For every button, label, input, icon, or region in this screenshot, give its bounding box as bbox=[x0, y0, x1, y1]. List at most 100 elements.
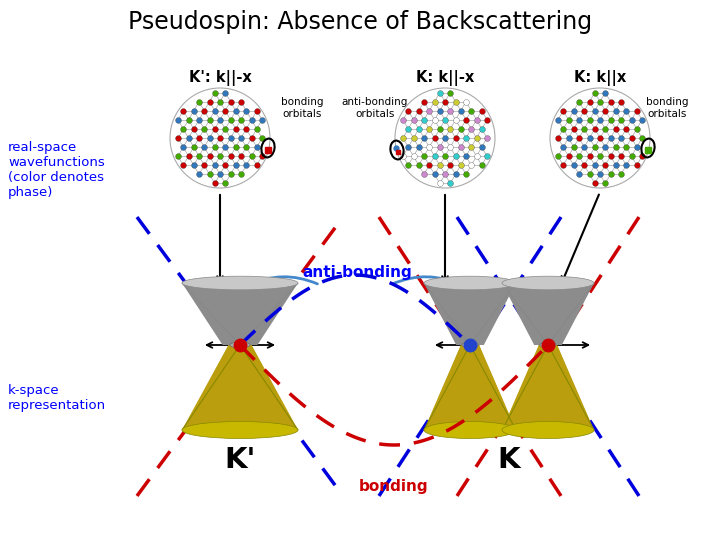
Circle shape bbox=[395, 88, 495, 188]
Polygon shape bbox=[507, 345, 590, 422]
Polygon shape bbox=[541, 336, 555, 345]
Polygon shape bbox=[431, 292, 509, 345]
Polygon shape bbox=[424, 283, 516, 345]
Text: bonding
orbitals: bonding orbitals bbox=[281, 97, 323, 119]
Polygon shape bbox=[468, 345, 472, 349]
Text: K': k||-x: K': k||-x bbox=[189, 70, 251, 86]
Polygon shape bbox=[214, 345, 266, 383]
Polygon shape bbox=[433, 295, 507, 345]
Polygon shape bbox=[237, 345, 243, 349]
Polygon shape bbox=[523, 345, 573, 392]
Polygon shape bbox=[530, 345, 567, 379]
Ellipse shape bbox=[502, 422, 594, 438]
Polygon shape bbox=[228, 333, 251, 345]
Polygon shape bbox=[516, 302, 580, 345]
Polygon shape bbox=[191, 292, 289, 345]
Polygon shape bbox=[509, 345, 587, 417]
Polygon shape bbox=[225, 329, 254, 345]
Polygon shape bbox=[185, 345, 295, 426]
Polygon shape bbox=[509, 292, 587, 345]
Polygon shape bbox=[536, 345, 559, 366]
Polygon shape bbox=[451, 345, 488, 379]
Polygon shape bbox=[530, 320, 567, 345]
Polygon shape bbox=[546, 345, 550, 349]
Polygon shape bbox=[188, 289, 292, 345]
Polygon shape bbox=[220, 345, 261, 375]
Polygon shape bbox=[211, 314, 269, 345]
Polygon shape bbox=[205, 308, 275, 345]
Polygon shape bbox=[197, 345, 284, 409]
Text: anti-bonding
orbitals: anti-bonding orbitals bbox=[342, 97, 408, 119]
Polygon shape bbox=[433, 345, 507, 413]
Polygon shape bbox=[217, 345, 264, 379]
Polygon shape bbox=[451, 320, 488, 345]
Polygon shape bbox=[445, 345, 495, 392]
Ellipse shape bbox=[462, 342, 478, 348]
Polygon shape bbox=[502, 283, 594, 345]
Polygon shape bbox=[220, 323, 261, 345]
Polygon shape bbox=[465, 339, 474, 345]
Polygon shape bbox=[461, 333, 480, 345]
Ellipse shape bbox=[502, 276, 594, 290]
Polygon shape bbox=[197, 299, 284, 345]
Text: K: K bbox=[498, 446, 521, 474]
Polygon shape bbox=[231, 345, 248, 357]
Polygon shape bbox=[202, 345, 278, 400]
Polygon shape bbox=[447, 314, 493, 345]
Circle shape bbox=[550, 88, 650, 188]
Polygon shape bbox=[185, 286, 295, 345]
Ellipse shape bbox=[424, 422, 516, 438]
Polygon shape bbox=[518, 345, 578, 400]
Polygon shape bbox=[211, 345, 269, 388]
Polygon shape bbox=[532, 345, 564, 375]
Polygon shape bbox=[534, 326, 562, 345]
Polygon shape bbox=[511, 295, 585, 345]
Polygon shape bbox=[199, 302, 281, 345]
Polygon shape bbox=[507, 289, 590, 345]
Polygon shape bbox=[454, 323, 486, 345]
Polygon shape bbox=[534, 345, 562, 370]
Text: K: k||x: K: k||x bbox=[574, 70, 626, 86]
Polygon shape bbox=[518, 305, 578, 345]
Polygon shape bbox=[222, 326, 258, 345]
Polygon shape bbox=[208, 345, 272, 392]
Text: bonding
orbitals: bonding orbitals bbox=[646, 97, 688, 119]
Polygon shape bbox=[428, 289, 511, 345]
Polygon shape bbox=[459, 345, 482, 366]
Polygon shape bbox=[544, 339, 553, 345]
Polygon shape bbox=[523, 311, 573, 345]
Text: bonding: bonding bbox=[359, 480, 429, 495]
Polygon shape bbox=[225, 345, 254, 366]
Polygon shape bbox=[536, 329, 559, 345]
Polygon shape bbox=[463, 345, 477, 357]
Polygon shape bbox=[511, 345, 585, 413]
Polygon shape bbox=[456, 326, 484, 345]
Polygon shape bbox=[440, 345, 500, 400]
Polygon shape bbox=[541, 345, 555, 357]
Ellipse shape bbox=[182, 276, 298, 290]
Polygon shape bbox=[202, 305, 278, 345]
Ellipse shape bbox=[230, 342, 250, 348]
Ellipse shape bbox=[540, 342, 556, 348]
Polygon shape bbox=[546, 342, 550, 345]
Polygon shape bbox=[527, 317, 569, 345]
Polygon shape bbox=[194, 345, 287, 413]
Polygon shape bbox=[217, 320, 264, 345]
Circle shape bbox=[170, 88, 270, 188]
Polygon shape bbox=[544, 345, 553, 354]
Polygon shape bbox=[438, 302, 503, 345]
Polygon shape bbox=[182, 345, 298, 430]
Polygon shape bbox=[191, 345, 289, 417]
Ellipse shape bbox=[182, 422, 298, 438]
Polygon shape bbox=[521, 308, 575, 345]
Polygon shape bbox=[516, 345, 580, 404]
Polygon shape bbox=[428, 345, 511, 422]
Polygon shape bbox=[456, 345, 484, 370]
Text: K': K' bbox=[225, 446, 256, 474]
Ellipse shape bbox=[424, 276, 516, 290]
Polygon shape bbox=[445, 311, 495, 345]
Polygon shape bbox=[539, 333, 557, 345]
Polygon shape bbox=[447, 345, 493, 388]
Polygon shape bbox=[228, 345, 251, 362]
Polygon shape bbox=[188, 345, 292, 422]
